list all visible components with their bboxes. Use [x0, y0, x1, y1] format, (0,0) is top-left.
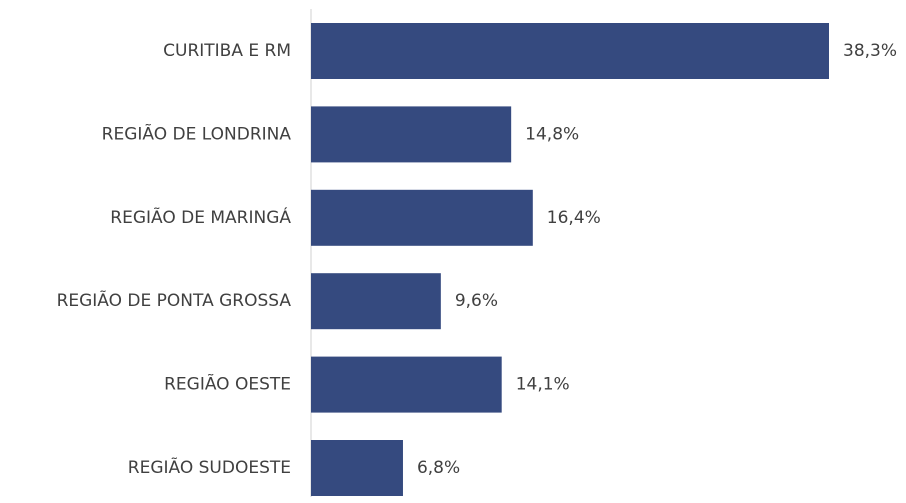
value-label: 9,6% [455, 291, 498, 311]
category-label: REGIÃO DE PONTA GROSSA [57, 289, 292, 311]
bar [311, 23, 829, 79]
category-label: REGIÃO SUDOESTE [128, 456, 291, 478]
category-label: CURITIBA E RM [163, 41, 291, 61]
value-label: 14,8% [525, 124, 579, 144]
bar [311, 189, 533, 246]
category-label: REGIÃO DE LONDRINA [102, 122, 292, 144]
bar [311, 356, 502, 413]
value-label: 16,4% [547, 208, 601, 228]
bar [311, 440, 403, 496]
bar [311, 273, 441, 330]
category-label: REGIÃO DE MARINGÁ [110, 206, 291, 228]
value-label: 6,8% [417, 458, 460, 478]
bar [311, 106, 512, 163]
value-label: 38,3% [843, 41, 897, 61]
category-label: REGIÃO OESTE [164, 373, 291, 395]
value-label: 14,1% [516, 375, 570, 395]
